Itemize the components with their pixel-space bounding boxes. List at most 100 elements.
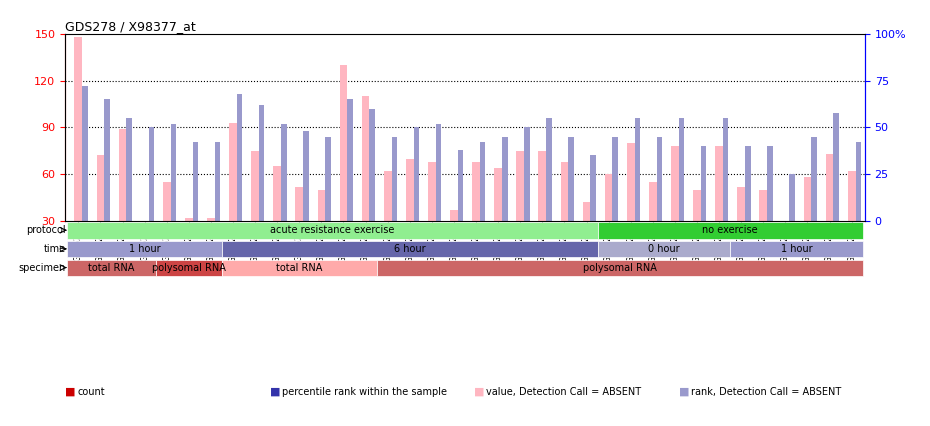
Bar bbox=[163, 182, 170, 268]
Bar bbox=[494, 168, 502, 268]
Bar bbox=[568, 137, 574, 268]
Bar bbox=[679, 118, 684, 268]
Bar bbox=[126, 118, 132, 268]
Bar bbox=[604, 174, 613, 268]
Bar bbox=[326, 137, 331, 268]
Bar bbox=[119, 129, 126, 268]
Text: 1 hour: 1 hour bbox=[129, 244, 161, 254]
Bar bbox=[317, 190, 325, 268]
FancyBboxPatch shape bbox=[377, 259, 863, 276]
FancyBboxPatch shape bbox=[222, 259, 377, 276]
Bar bbox=[193, 142, 198, 268]
Text: GDS278 / X98377_at: GDS278 / X98377_at bbox=[65, 20, 196, 33]
Bar bbox=[826, 154, 833, 268]
FancyBboxPatch shape bbox=[222, 241, 598, 257]
FancyBboxPatch shape bbox=[598, 241, 730, 257]
Bar bbox=[273, 167, 281, 268]
Bar bbox=[450, 210, 458, 268]
Bar bbox=[790, 174, 795, 268]
FancyBboxPatch shape bbox=[730, 241, 863, 257]
Bar bbox=[104, 99, 110, 268]
Bar bbox=[627, 143, 634, 268]
Bar bbox=[170, 124, 176, 268]
Bar bbox=[339, 65, 347, 268]
Text: ■: ■ bbox=[270, 387, 280, 397]
Bar bbox=[723, 118, 728, 268]
Bar bbox=[97, 155, 104, 268]
Bar bbox=[229, 123, 237, 268]
Bar bbox=[856, 142, 861, 268]
Bar bbox=[671, 146, 679, 268]
Bar bbox=[583, 202, 591, 268]
Bar bbox=[804, 177, 811, 268]
Bar bbox=[701, 146, 707, 268]
Bar bbox=[502, 137, 508, 268]
Bar bbox=[259, 105, 264, 268]
Bar bbox=[384, 171, 392, 268]
Bar bbox=[546, 118, 551, 268]
Bar bbox=[715, 146, 723, 268]
Bar bbox=[149, 127, 154, 268]
Bar bbox=[82, 86, 87, 268]
Bar bbox=[613, 137, 618, 268]
Text: total RNA: total RNA bbox=[276, 262, 323, 273]
Bar bbox=[414, 127, 419, 268]
Bar bbox=[281, 124, 286, 268]
Bar bbox=[516, 151, 525, 268]
Bar bbox=[428, 162, 436, 268]
FancyBboxPatch shape bbox=[67, 241, 222, 257]
Bar bbox=[848, 171, 856, 268]
Text: no exercise: no exercise bbox=[702, 225, 758, 235]
Bar bbox=[472, 162, 480, 268]
Bar bbox=[347, 99, 352, 268]
Bar bbox=[561, 162, 568, 268]
Text: protocol: protocol bbox=[26, 225, 65, 235]
Bar bbox=[362, 96, 369, 268]
Bar bbox=[74, 37, 82, 268]
Bar bbox=[303, 131, 309, 268]
Bar bbox=[369, 109, 375, 268]
Bar bbox=[525, 127, 529, 268]
Bar bbox=[140, 224, 149, 268]
FancyBboxPatch shape bbox=[67, 222, 598, 239]
Bar bbox=[657, 137, 662, 268]
Bar bbox=[215, 142, 220, 268]
Text: 6 hour: 6 hour bbox=[394, 244, 426, 254]
Bar bbox=[538, 151, 546, 268]
Bar bbox=[634, 118, 640, 268]
Bar bbox=[833, 112, 839, 268]
Text: ■: ■ bbox=[474, 387, 485, 397]
Bar bbox=[760, 190, 767, 268]
Text: polysomal RNA: polysomal RNA bbox=[152, 262, 226, 273]
Bar bbox=[207, 218, 215, 268]
Bar bbox=[251, 151, 259, 268]
Bar bbox=[693, 190, 701, 268]
Text: 1 hour: 1 hour bbox=[780, 244, 812, 254]
Bar bbox=[392, 137, 397, 268]
Text: specimen: specimen bbox=[19, 262, 65, 273]
Bar bbox=[591, 155, 596, 268]
Text: total RNA: total RNA bbox=[88, 262, 135, 273]
Text: percentile rank within the sample: percentile rank within the sample bbox=[282, 387, 446, 397]
Bar bbox=[405, 158, 414, 268]
Bar bbox=[185, 218, 193, 268]
Bar bbox=[480, 142, 485, 268]
Text: value, Detection Call = ABSENT: value, Detection Call = ABSENT bbox=[486, 387, 642, 397]
Bar bbox=[781, 225, 790, 268]
Bar bbox=[237, 94, 243, 268]
Text: acute resistance exercise: acute resistance exercise bbox=[271, 225, 394, 235]
Bar bbox=[296, 187, 303, 268]
Bar bbox=[745, 146, 751, 268]
Bar bbox=[649, 182, 657, 268]
Bar bbox=[436, 124, 441, 268]
Bar bbox=[458, 150, 463, 268]
FancyBboxPatch shape bbox=[155, 259, 222, 276]
Text: 0 hour: 0 hour bbox=[648, 244, 680, 254]
Bar bbox=[737, 187, 745, 268]
Text: polysomal RNA: polysomal RNA bbox=[583, 262, 657, 273]
FancyBboxPatch shape bbox=[598, 222, 863, 239]
Text: ■: ■ bbox=[679, 387, 689, 397]
Text: ■: ■ bbox=[65, 387, 75, 397]
Text: time: time bbox=[44, 244, 65, 254]
Bar bbox=[767, 146, 773, 268]
